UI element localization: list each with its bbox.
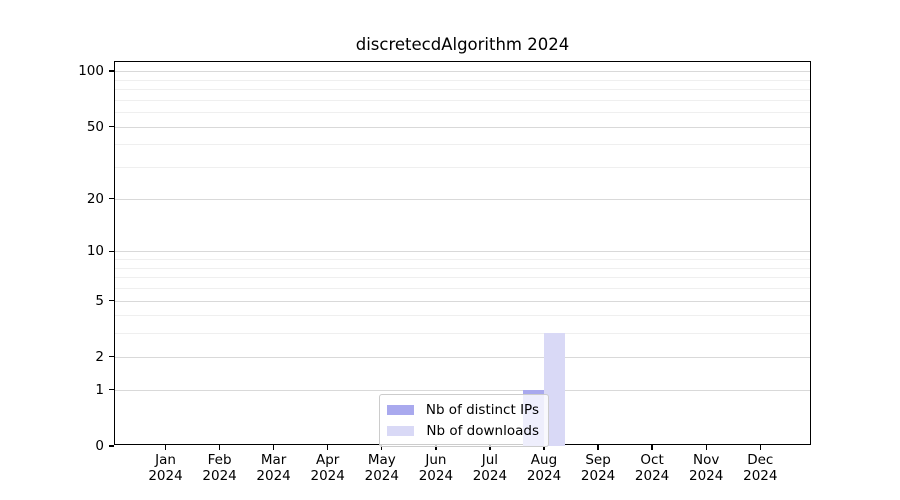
y-axis-tick <box>109 445 114 447</box>
y-axis-tick-label: 20 <box>86 190 104 207</box>
chart-title: discretecdAlgorithm 2024 <box>355 35 570 54</box>
legend-label: Nb of downloads <box>426 423 539 439</box>
y-axis-tick-label: 0 <box>95 438 104 454</box>
y-axis-tick-label: 2 <box>95 348 104 365</box>
x-axis-tick-label: Jan 2024 <box>148 452 183 484</box>
gridline-minor <box>115 79 810 81</box>
x-axis-tick <box>327 445 329 450</box>
x-axis-tick <box>651 445 653 450</box>
y-axis-tick-label: 50 <box>86 118 104 135</box>
x-axis-tick-label: Apr 2024 <box>310 452 345 484</box>
legend-item-distinct-ips: Nb of distinct IPs <box>387 402 539 418</box>
y-axis-tick <box>109 389 114 391</box>
x-axis-tick-label: May 2024 <box>364 452 399 484</box>
x-axis-tick-label: Sep 2024 <box>580 452 616 484</box>
x-axis-tick <box>489 445 491 450</box>
gridline-minor <box>115 99 810 101</box>
gridline-minor <box>115 112 810 114</box>
x-axis-tick <box>705 445 707 450</box>
x-axis-tick <box>435 445 437 450</box>
x-axis-tick-label: Oct 2024 <box>634 452 670 484</box>
plot-area: Nb of distinct IPs Nb of downloads 0 1 2 5 1… <box>78 61 811 483</box>
x-axis-tick <box>381 445 383 450</box>
gridline-major <box>115 356 810 358</box>
gridline-minor <box>115 144 810 146</box>
gridline-minor <box>115 315 810 317</box>
y-axis-tick <box>109 299 114 302</box>
gridline-major <box>115 300 810 302</box>
y-axis-tick <box>109 70 114 72</box>
y-axis-tick-label: 5 <box>95 292 104 309</box>
y-axis-tick <box>109 250 114 252</box>
gridline-major <box>115 198 810 200</box>
gridline-major <box>115 126 810 128</box>
x-axis-tick-label: Dec 2024 <box>743 452 778 484</box>
legend-item-downloads: Nb of downloads <box>387 423 539 439</box>
y-axis-tick <box>109 125 114 128</box>
y-axis-tick-label: 100 <box>78 63 104 80</box>
bar-downloads <box>544 333 565 446</box>
x-axis-tick-label: Nov 2024 <box>689 452 724 484</box>
x-axis-tick <box>272 445 275 450</box>
gridline-major <box>115 251 810 253</box>
gridline-minor <box>115 89 810 90</box>
legend-label: Nb of distinct IPs <box>425 402 539 418</box>
gridline-minor <box>115 333 810 335</box>
x-axis-tick <box>164 445 167 450</box>
legend-swatch-downloads <box>387 426 414 436</box>
gridline-major <box>115 389 810 391</box>
gridline-minor <box>115 287 810 289</box>
y-axis-tick-label: 1 <box>95 381 104 398</box>
y-axis-tick <box>109 356 114 358</box>
x-axis-tick <box>759 445 761 450</box>
gridline-minor <box>115 277 810 279</box>
x-axis-tick-label: Jul 2024 <box>472 452 508 484</box>
x-axis-tick <box>218 445 221 450</box>
legend-swatch-distinct-ips <box>387 405 414 415</box>
y-axis-tick <box>109 198 114 200</box>
x-axis-tick <box>543 445 545 450</box>
gridline-minor <box>115 267 810 269</box>
gridline-minor <box>115 167 810 169</box>
gridline-minor <box>115 259 810 260</box>
y-axis-tick-label: 10 <box>86 243 104 260</box>
x-axis-tick-label: Mar 2024 <box>256 452 291 484</box>
x-axis-tick <box>597 445 599 450</box>
gridline-major <box>115 71 810 73</box>
x-axis-tick-label: Feb 2024 <box>202 452 237 484</box>
legend: Nb of distinct IPs Nb of downloads <box>379 394 549 447</box>
x-axis-tick-label: Jun 2024 <box>418 452 454 484</box>
x-axis-tick-label: Aug 2024 <box>526 452 562 484</box>
